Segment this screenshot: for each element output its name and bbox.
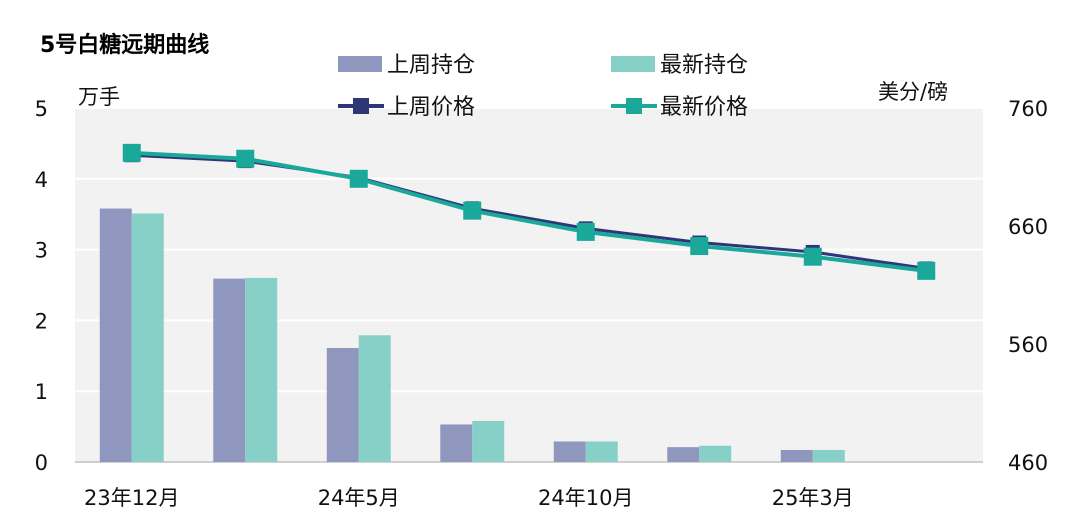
legend-item-last-week-price: 上周价格 [338,95,475,120]
legend: 上周持仓 最新持仓 上周价格 最新价格 [338,53,748,120]
bar-last-week-oi [99,208,132,462]
marker-latest-price [236,149,255,168]
line-latest-price [131,150,927,273]
bar-last-week-oi [553,441,586,462]
price-lines [122,143,936,280]
bar-latest-oi [812,449,845,462]
left-axis-ticks: 0 1 2 3 4 5 [35,97,48,475]
svg-text:上周持仓: 上周持仓 [387,53,475,78]
x-tick-label: 23年12月 [84,486,179,510]
bar-latest-oi [131,213,164,462]
legend-item-latest-oi: 最新持仓 [611,53,748,78]
legend-item-latest-price: 最新价格 [611,95,748,120]
left-tick-label: 5 [35,97,48,121]
left-tick-label: 3 [35,239,48,263]
bar-last-week-oi [780,449,813,462]
right-tick-label: 460 [1008,451,1048,475]
marker-latest-price [463,201,482,220]
marker-latest-price [917,261,936,280]
bar-last-week-oi [326,348,359,462]
x-tick-label: 25年3月 [772,486,854,510]
marker-latest-price [690,237,709,256]
bar-latest-oi [585,441,618,462]
left-tick-label: 1 [35,380,48,404]
chart-title: 5号白糖远期曲线 [40,32,209,58]
bar-latest-oi [358,335,391,462]
left-tick-label: 0 [35,451,48,475]
bar-latest-oi [699,445,732,462]
bar-latest-oi [472,420,505,462]
left-tick-label: 4 [35,168,48,192]
x-axis-ticks: 23年12月 24年5月 24年10月 25年3月 [84,486,854,510]
bar-last-week-oi [440,424,473,462]
legend-item-last-week-oi: 上周持仓 [338,53,475,78]
marker-latest-price [349,169,368,188]
right-axis-unit: 美分/磅 [878,80,948,104]
x-tick-label: 24年5月 [318,486,400,510]
right-tick-label: 760 [1008,97,1048,121]
bar-latest-oi [245,277,278,462]
x-tick-label: 24年10月 [538,486,633,510]
svg-text:最新持仓: 最新持仓 [660,53,748,78]
left-tick-label: 2 [35,309,48,333]
svg-text:上周价格: 上周价格 [387,95,475,120]
svg-text:最新价格: 最新价格 [660,95,748,120]
left-axis-unit: 万手 [78,85,120,109]
marker-latest-price [576,222,595,241]
bars [99,208,845,462]
bar-last-week-oi [213,278,246,462]
right-tick-label: 560 [1008,333,1048,357]
right-axis-ticks: 460 560 660 760 [1008,97,1048,475]
bar-last-week-oi [667,447,700,462]
marker-latest-price [122,143,141,162]
marker-latest-price [803,247,822,266]
right-tick-label: 660 [1008,215,1048,239]
plot-area-background [75,108,983,462]
